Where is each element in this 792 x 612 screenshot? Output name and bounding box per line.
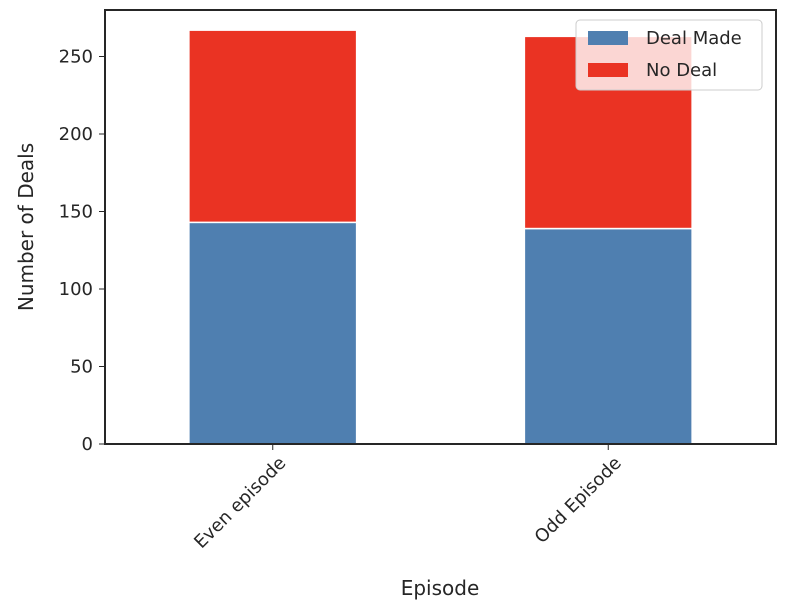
y-tick-label: 100 (59, 279, 93, 300)
y-tick-label: 50 (70, 357, 93, 378)
bar-even-episode-no-deal (188, 29, 358, 224)
y-axis-title: Number of Deals (14, 143, 38, 311)
x-axis-ticks: Even episode Odd Episode (190, 444, 626, 553)
legend-label-deal-made: Deal Made (646, 28, 742, 49)
legend-label-no-deal: No Deal (646, 60, 717, 81)
x-tick-label-even-episode: Even episode (190, 453, 290, 553)
x-axis-title: Episode (401, 576, 480, 600)
y-tick-label: 150 (59, 202, 93, 223)
y-tick-label: 0 (82, 434, 93, 455)
y-tick-label: 250 (59, 47, 93, 68)
legend: Deal Made No Deal (575, 19, 763, 91)
legend-swatch-no-deal (588, 63, 628, 77)
bar-odd-episode-deal-made (523, 227, 693, 445)
y-axis-ticks: 0 50 100 150 200 250 (59, 47, 105, 455)
bar-even-episode-deal-made (188, 221, 358, 445)
bars-layer (188, 29, 693, 445)
plot-frame (104, 9, 777, 445)
legend-swatch-deal-made (588, 31, 628, 45)
y-tick-label: 200 (59, 124, 93, 145)
x-tick-label-odd-episode: Odd Episode (531, 453, 626, 548)
